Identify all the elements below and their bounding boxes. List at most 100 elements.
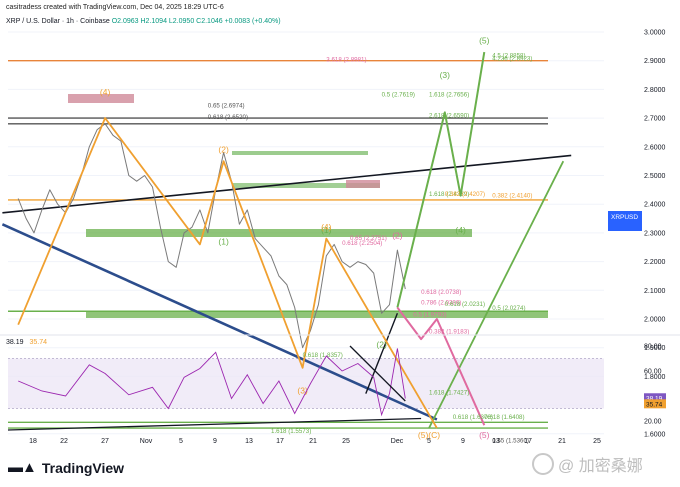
rsi-band <box>8 358 604 409</box>
tradingview-brand[interactable]: ▬▲ TradingView <box>8 459 124 476</box>
price-tick-label: 2.4000 <box>644 202 666 209</box>
fib-label: 0.5 (2.0274) <box>492 305 525 312</box>
time-tick-label: 13 <box>245 438 253 445</box>
wave-labels: (4)(2)(1)(1)(4)(3)(2)(2)(5)(4)(3)(5)(C)(… <box>100 35 490 440</box>
fib-label: 0.5 (1.9793) <box>413 311 446 318</box>
price-tick-label: 2.9000 <box>644 58 666 65</box>
wave-label: (2) <box>376 340 387 350</box>
wave-label: (5) <box>479 430 490 440</box>
fib-label: 1.618 (2.7656) <box>429 92 469 99</box>
green-zone-mid <box>232 183 380 188</box>
time-tick-label: 18 <box>29 438 37 445</box>
fib-labels: 3.618 (2.8981) 4.236 (2.8923)4.5 (2.8858)… <box>208 52 533 444</box>
green-zone-bottom <box>86 311 548 318</box>
time-tick-label: Nov <box>140 438 153 445</box>
price-tick-label: 2.5000 <box>644 173 666 180</box>
time-tick-label: 9 <box>213 438 217 445</box>
time-tick-label: 22 <box>60 438 68 445</box>
rsi-value: 38.19 <box>6 339 24 346</box>
time-tick-label: 17 <box>276 438 284 445</box>
fib-label: 0.65 (1.5360) <box>492 437 529 444</box>
rsi-tick-label: 60.00 <box>644 369 662 376</box>
time-tick-label: 21 <box>309 438 317 445</box>
navy-trendline <box>1 223 438 421</box>
fib-label: 0.382 (1.9183) <box>429 329 469 336</box>
fib-label: 0.618 (2.6520) <box>208 114 248 121</box>
wave-label: (2) <box>392 231 403 241</box>
chart-credit: casitradess created with TradingView.com… <box>6 4 224 11</box>
weibo-logo-icon <box>532 453 554 475</box>
ohlc-values: O2.0963 H2.1094 L2.0950 C2.1046 +0.0083 … <box>111 18 281 25</box>
black-trendline <box>2 154 572 214</box>
fib-label: 0.618 (1.6376) <box>453 414 493 421</box>
black-arrow-line <box>365 313 399 394</box>
pink-wave-path <box>396 306 486 426</box>
fib-label: 0.65 (2.6974) <box>208 102 245 109</box>
wave-label: (1) <box>321 225 332 235</box>
wave-label: (4) <box>455 225 466 235</box>
fib-label: 0.618 (2.0231) <box>445 301 485 308</box>
rsi-support-line <box>7 417 422 431</box>
rsi-ma-value: 35.74 <box>29 339 48 346</box>
fib-label: 4.5 (2.8858) <box>492 52 525 59</box>
fib-label: 1.618 (2.4339) <box>429 191 469 198</box>
fib-label: 0.65 (2.2751) <box>350 235 387 242</box>
rsi-line <box>18 348 406 417</box>
price-tick-label: 2.0000 <box>644 317 666 324</box>
rsi-band-fill <box>8 358 604 409</box>
price-tick-label: 2.1000 <box>644 288 666 295</box>
price-tag-box <box>608 211 642 231</box>
rsi-tick-label: 20.00 <box>644 419 662 426</box>
price-tick-label: 2.3000 <box>644 230 666 237</box>
time-tick-label: 5 <box>179 438 183 445</box>
rsi-tick-label: 80.00 <box>644 344 662 351</box>
price-tick-label: 3.0000 <box>644 30 666 37</box>
wave-projections <box>17 51 486 429</box>
fib-label: 0.382 (2.4140) <box>492 192 532 199</box>
watermark-text: @ 加密桑娜 <box>558 458 643 475</box>
tradingview-name: TradingView <box>41 459 125 476</box>
zone-boxes <box>68 94 548 318</box>
wave-label: (1) <box>218 236 229 246</box>
price-tick-label: 2.6000 <box>644 144 666 151</box>
pink-zone-top <box>68 94 134 103</box>
symbol-name[interactable]: XRP / U.S. Dollar · 1h · Coinbase <box>6 18 110 25</box>
rsi-header: 38.19 35.74 <box>6 339 47 346</box>
current-price-tag: XRPUSD 2.1046 30:10 <box>608 211 666 231</box>
fib-label: 3.618 (2.8981) <box>326 57 366 64</box>
fib-label: 0.618 (1.6408) <box>484 414 524 421</box>
green-zone-upper <box>232 151 368 155</box>
trendlines <box>1 154 572 429</box>
time-tick-label: 9 <box>461 438 465 445</box>
time-tick-label: 17 <box>524 438 532 445</box>
time-tick-label: 5 <box>427 438 431 445</box>
wave-label: (3) <box>440 70 451 80</box>
price-tag-timer: 30:10 <box>646 224 663 231</box>
price-tick-label: 2.7000 <box>644 116 666 123</box>
author-watermark: @ 加密桑娜 <box>532 452 643 476</box>
price-tag-symbol: XRPUSD <box>611 214 638 221</box>
fib-label: 0.5 (2.7619) <box>382 92 415 99</box>
fib-label: 4.236 (2.8923) <box>492 56 532 63</box>
time-tick-label: 25 <box>342 438 350 445</box>
fib-label: 0.618 (2.2504) <box>342 240 382 247</box>
rsi-ma-tag <box>644 399 666 409</box>
green-trendline <box>428 160 565 429</box>
green-wave-path <box>396 51 486 308</box>
fib-label: 0.618 (2.0738) <box>421 289 461 296</box>
wave-label: (4) <box>100 87 111 97</box>
wave-label: (5)(C) <box>418 430 440 440</box>
time-tick-label: Dec <box>391 438 404 445</box>
rsi-value-tag <box>644 393 666 403</box>
wave-label: (4) <box>321 222 332 232</box>
time-tick-label: 13 <box>492 438 500 445</box>
fib-label: 0.382 (2.4207) <box>445 191 485 198</box>
time-tick-label: 25 <box>593 438 601 445</box>
orange-wave-path <box>17 117 438 429</box>
time-tick-label: 27 <box>101 438 109 445</box>
pink-zone-mid <box>346 180 380 188</box>
price-tick-label: 2.8000 <box>644 87 666 94</box>
